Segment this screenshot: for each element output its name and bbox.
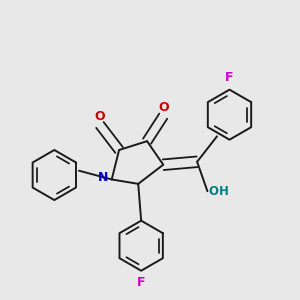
Text: F: F (137, 276, 146, 289)
Text: N: N (98, 172, 108, 184)
Text: O: O (94, 110, 105, 123)
Text: F: F (225, 71, 234, 84)
Text: O: O (158, 101, 169, 114)
Text: O: O (208, 185, 219, 198)
Text: H: H (219, 185, 229, 198)
